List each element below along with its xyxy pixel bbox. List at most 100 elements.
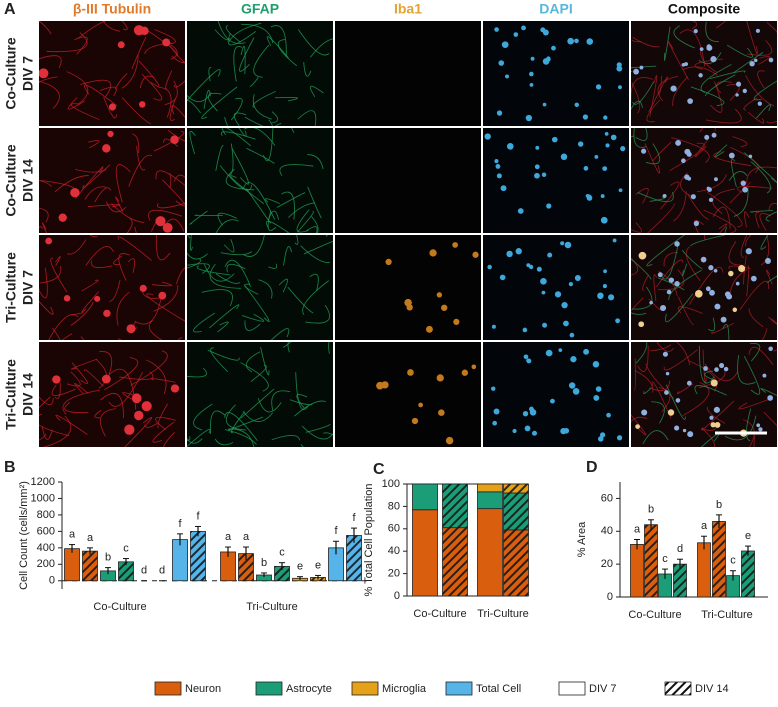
fiber [657,269,685,291]
fiber [243,128,276,146]
fiber [729,269,748,294]
fiber [66,239,87,255]
fiber [41,426,53,440]
fiber [39,396,51,409]
fiber [246,147,275,164]
fiber [169,97,177,121]
fiber [108,371,143,407]
fiber [763,411,777,427]
panel-label: C [373,461,385,478]
fiber [738,397,772,410]
fiber [645,363,675,399]
fiber [158,86,172,118]
cell [714,422,721,428]
micrograph [187,342,333,447]
fiber [192,312,216,333]
fiber [88,140,100,149]
fiber [303,240,333,255]
fiber [87,204,121,208]
fiber [716,81,732,94]
fiber [102,21,120,32]
cell [522,411,529,417]
fiber [766,22,777,33]
y-tick-label: 40 [601,525,613,537]
cell [471,364,477,370]
micrograph [631,21,777,126]
fiber [117,338,123,340]
fiber [631,297,644,312]
bar [697,542,711,598]
fiber [161,179,185,207]
fiber [632,36,660,48]
fiber [642,275,649,292]
fiber [706,191,743,228]
fiber [305,226,318,233]
fiber [731,158,737,188]
hatch [346,535,362,581]
cell [698,73,703,78]
y-tick-label: 80 [388,500,400,512]
fiber [187,428,211,447]
cell [513,32,519,37]
legend-label: Astrocyte [286,683,332,695]
significance-letter: a [243,531,250,543]
fiber [171,55,185,64]
fiber [163,138,179,147]
y-tick-label: 400 [37,542,55,554]
image-background [335,342,481,447]
fiber [201,86,238,119]
fiber [138,60,160,87]
cell [706,44,713,51]
cell [52,375,61,384]
image-background [631,342,777,447]
y-tick-label: 100 [382,478,400,490]
cell [58,213,67,222]
fiber [99,351,113,378]
fiber [274,96,299,102]
fiber [226,263,246,273]
row-label: Tri-Culture [3,252,19,323]
fiber [698,345,715,384]
cell [574,38,579,44]
cell [531,430,538,436]
fiber [732,136,748,148]
fiber [296,209,310,233]
fiber [307,186,322,219]
fiber [85,246,114,266]
fiber [677,296,694,326]
cell [768,57,774,63]
cell [714,367,719,372]
cell [487,264,492,270]
fiber [249,77,259,88]
cell [438,409,445,416]
cell [597,436,604,442]
image-background [187,21,333,126]
cell [664,390,669,395]
fiber [660,181,680,210]
fiber [231,148,249,185]
cell [550,398,555,404]
fiber [243,235,265,257]
fiber [708,317,716,332]
row-label: DIV 7 [20,56,36,91]
fiber [673,25,695,49]
fiber [637,191,674,203]
y-tick-label: 60 [388,523,400,535]
cell [618,85,622,90]
x-tick-label: Tri-Culture [246,601,298,613]
fiber [164,80,178,106]
fiber [230,411,246,434]
cell [495,164,501,169]
cell [436,374,444,382]
x-tick-label: Co-Culture [93,601,146,613]
fiber [287,342,290,353]
fiber [718,223,728,233]
fiber [253,44,270,78]
cell [728,270,734,277]
fiber [631,414,647,436]
fiber [187,235,191,239]
fiber [233,46,243,82]
cell [711,132,717,138]
fiber [631,312,647,315]
significance-letter: a [701,520,708,532]
